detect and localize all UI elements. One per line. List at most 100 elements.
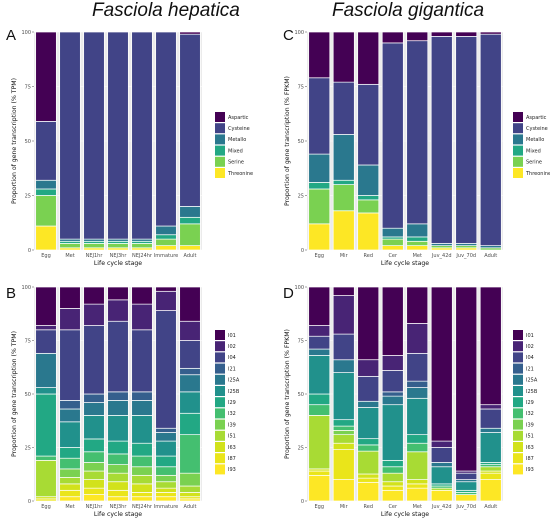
bar-segment-b-nej24hr-i25b	[131, 415, 153, 444]
x-tick-label-a-egg: Egg	[41, 253, 51, 259]
bar-segment-d-mir-i25b	[332, 372, 355, 421]
bar-segment-b-immature-i93	[155, 496, 177, 502]
legend-swatch-c-aspartic	[513, 112, 523, 122]
x-tick-label-a-immature: Immature	[154, 253, 178, 259]
bar-segment-a-immature-cysteine	[155, 31, 177, 227]
x-tick-label-d-juv_42d: Juv_42d	[431, 504, 452, 510]
bar-segment-d-juv_70d-i25b	[455, 481, 478, 491]
bar-segment-d-adult-i01	[479, 286, 502, 406]
bar-segment-a-immature-threonine	[155, 245, 177, 251]
legend-swatch-c-cysteine	[513, 123, 523, 134]
bar-segment-b-nej3hr-i25b	[107, 415, 129, 442]
bar-segment-b-nej3hr-i51	[107, 472, 129, 483]
bar-segment-b-adult-i32	[179, 434, 201, 474]
panel-letter-a: A	[6, 27, 16, 44]
bar-segment-d-mir-i29	[332, 419, 355, 427]
bar-segment-d-red-i87	[357, 477, 380, 483]
y-tick-label-c-75: 75	[298, 84, 304, 90]
bar-segment-b-nej3hr-i01	[107, 286, 129, 301]
bar-segment-d-met-i51	[406, 451, 429, 480]
bar-segment-b-met-i32	[59, 457, 81, 470]
legend-label-b-i25b: I25B	[228, 389, 240, 395]
bar-segment-b-adult-i21	[179, 367, 201, 376]
bar-segment-a-egg-cysteine	[35, 121, 57, 181]
y-tick-label-d-75: 75	[298, 338, 304, 344]
legend-label-c-aspartic: Aspartic	[526, 115, 547, 121]
legend-label-d-i04: I04	[526, 355, 534, 361]
x-tick-label-d-cer: Cer	[388, 504, 398, 510]
bar-segment-a-egg-serine	[35, 195, 57, 227]
bar-segment-b-nej24hr-i21	[131, 391, 153, 401]
bar-segment-a-met-cysteine	[59, 31, 81, 240]
bar-segment-c-egg-serine	[308, 188, 331, 225]
bar-segment-d-cer-i93	[381, 489, 404, 502]
y-tick-label-c-50: 50	[298, 139, 304, 145]
legend-swatch-a-aspartic	[215, 112, 225, 122]
bar-segment-c-egg-cysteine	[308, 77, 331, 155]
legend-label-d-i29: I29	[526, 400, 534, 406]
bar-segment-a-nej1hr-cysteine	[83, 31, 105, 240]
bar-segment-a-adult-threonine	[179, 245, 201, 251]
bar-segment-b-nej24hr-i63	[131, 483, 153, 493]
bar-segment-c-juv_70d-cysteine	[455, 36, 478, 244]
legend-label-b-i93: I93	[228, 467, 236, 473]
bar-segment-b-adult-i63	[179, 492, 201, 498]
bar-segment-d-cer-i04	[381, 370, 404, 393]
bar-segment-b-met-i25a	[59, 408, 81, 423]
bar-segment-d-mir-i63	[332, 442, 355, 450]
bar-segment-b-nej1hr-i21	[83, 393, 105, 403]
bar-segment-b-nej3hr-i25a	[107, 400, 129, 416]
bar-segment-d-mir-i32	[332, 425, 355, 431]
bar-segment-b-nej1hr-i51	[83, 470, 105, 480]
bar-segment-b-nej24hr-i25a	[131, 400, 153, 416]
x-tick-label-a-met: Met	[65, 253, 74, 259]
bar-segment-a-immature-mixed	[155, 234, 177, 240]
bar-segment-b-nej3hr-i87	[107, 489, 129, 498]
bar-segment-b-adult-i01	[179, 286, 201, 322]
bar-segment-d-adult-i04	[479, 408, 502, 429]
legend-label-d-i25a: I25A	[526, 378, 538, 384]
x-tick-label-d-adult: Adult	[484, 504, 497, 510]
x-tick-label-d-juv_70d: Juv_70d	[455, 504, 476, 510]
y-axis-title-b: Proportion of gene transcription (% TPM)	[11, 331, 18, 457]
legend-swatch-b-i02	[215, 341, 225, 352]
bar-segment-b-met-i25b	[59, 421, 81, 448]
bar-segment-d-red-i02	[357, 359, 380, 377]
bar-segment-d-cer-i63	[381, 481, 404, 487]
bar-segment-b-met-i01	[59, 286, 81, 309]
bar-segment-a-egg-metallo	[35, 179, 57, 190]
bar-segment-b-immature-i32	[155, 466, 177, 476]
bar-segment-c-met-cysteine	[406, 40, 429, 225]
legend-label-d-i01: I01	[526, 333, 534, 339]
bar-segment-b-nej1hr-i01	[83, 286, 105, 305]
bar-segment-a-nej24hr-cysteine	[131, 31, 153, 240]
bar-segment-d-met-i32	[406, 442, 429, 453]
bar-segment-b-nej1hr-i02	[83, 303, 105, 326]
bar-segment-c-red-cysteine	[357, 83, 380, 166]
bar-segment-b-nej24hr-i01	[131, 286, 153, 305]
bar-segment-c-met-mixed	[406, 236, 429, 242]
x-axis-title-b: Life cycle stage	[94, 511, 142, 518]
x-tick-label-d-met: Met	[413, 504, 422, 510]
title-fasciola-hepatica: Fasciola hepatica	[92, 0, 240, 21]
bar-segment-b-met-i93	[59, 496, 81, 502]
legend-swatch-d-i25b	[513, 386, 523, 396]
bar-segment-c-cer-serine	[381, 238, 404, 246]
legend-swatch-a-metallo	[215, 134, 225, 145]
title-fasciola-gigantica: Fasciola gigantica	[332, 0, 485, 21]
legend-swatch-d-i29	[513, 397, 523, 408]
y-axis-title-d: Proportion of gene transcription (% FPKM…	[284, 329, 291, 459]
bar-segment-b-adult-i51	[179, 485, 201, 493]
bar-segment-c-red-mixed	[357, 195, 380, 201]
bar-segment-d-juv_42d-i01	[430, 286, 453, 442]
bar-segment-b-nej24hr-i02	[131, 303, 153, 331]
legend-swatch-d-i51	[513, 430, 523, 441]
legend-label-b-i87: I87	[228, 456, 236, 462]
legend-label-c-metallo: Metallo	[526, 137, 544, 143]
bar-segment-b-nej3hr-i63	[107, 481, 129, 491]
y-tick-label-a-0: 0	[28, 248, 31, 254]
bar-segment-b-nej3hr-i21	[107, 391, 129, 401]
y-tick-label-d-25: 25	[298, 445, 304, 451]
bar-segment-d-juv_42d-i25a	[430, 462, 453, 468]
legend-swatch-b-i25b	[215, 386, 225, 396]
